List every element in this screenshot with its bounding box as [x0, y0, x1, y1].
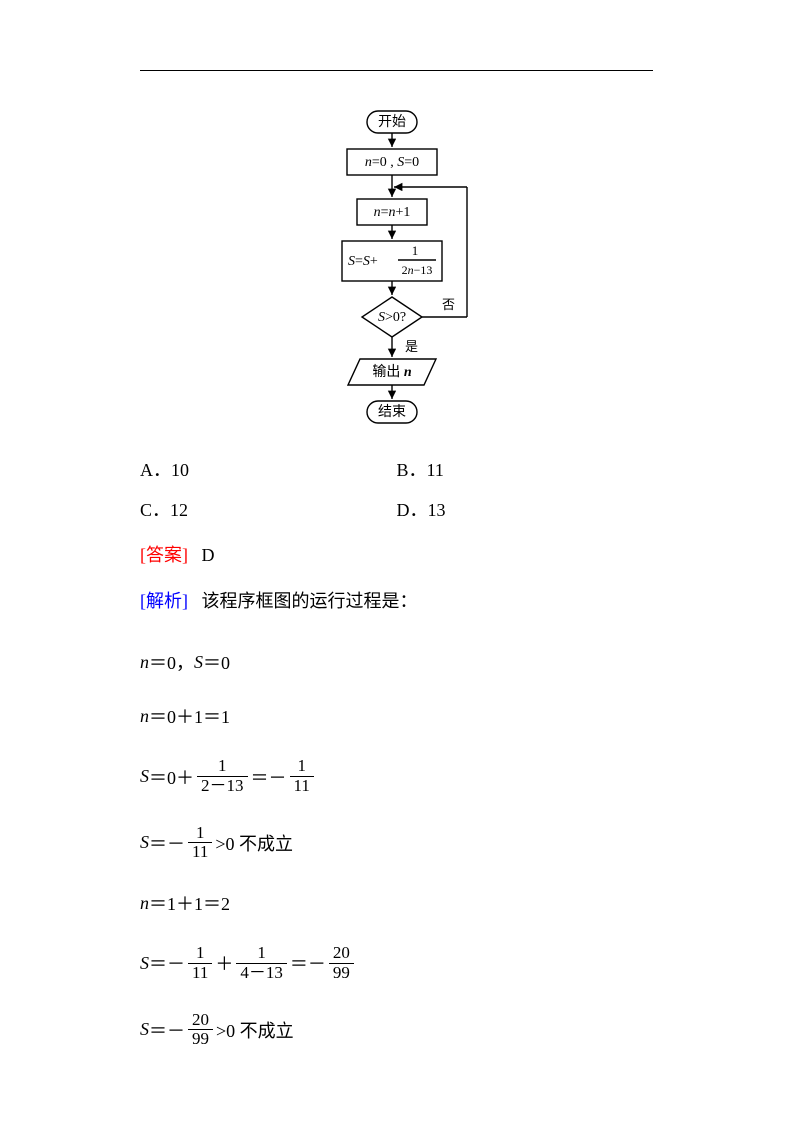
option-d: D．13	[397, 491, 654, 531]
step-5: n＝1＋1＝2	[140, 890, 653, 916]
step6-eq: ＝－	[149, 950, 185, 976]
answer-line: [答案] D	[140, 536, 653, 576]
option-c-value: 12	[170, 500, 188, 520]
step6-frac2: 1 4－13	[236, 944, 287, 982]
step6-frac1-den: 11	[188, 963, 212, 983]
step1-lhs: n	[140, 652, 149, 673]
step-2: n＝0＋1＝1	[140, 703, 653, 729]
flow-sum-label: S=S+	[348, 254, 378, 269]
option-b-prefix: B．	[397, 460, 427, 480]
analysis-label: [解析]	[140, 591, 188, 611]
option-c-prefix: C．	[140, 500, 170, 520]
step6-frac2-num: 1	[253, 944, 270, 963]
step6-frac1-num: 1	[192, 944, 209, 963]
step7-frac: 20 99	[188, 1011, 213, 1049]
step3-mid: ＝－	[251, 764, 287, 790]
step3-frac2-num: 1	[293, 757, 310, 776]
option-a-value: 10	[171, 460, 189, 480]
step4-tail: >0 不成立	[215, 830, 293, 856]
step7-tail: >0 不成立	[216, 1017, 294, 1043]
step6-frac3-den: 99	[329, 963, 354, 983]
step3-frac2: 1 11	[290, 757, 314, 795]
option-c: C．12	[140, 491, 397, 531]
flow-start-label: 开始	[378, 114, 406, 130]
flowchart-svg: 开始 n=0 , S=0 n=n+1 S=S+	[297, 101, 497, 431]
flow-cond-label: S>0?	[377, 310, 405, 325]
step4-frac: 1 11	[188, 824, 212, 862]
step-4: S＝－ 1 11 >0 不成立	[140, 824, 653, 862]
step-3: S＝0＋ 1 2－13 ＝－ 1 11	[140, 757, 653, 795]
option-b-value: 11	[427, 460, 444, 480]
step2-expr: ＝0＋1＝1	[149, 703, 230, 729]
answer-label: [答案]	[140, 545, 188, 565]
step6-frac1: 1 11	[188, 944, 212, 982]
step6-mid2: ＝－	[290, 950, 326, 976]
top-rule	[140, 70, 653, 71]
flow-output-label: 输出 n	[372, 364, 412, 380]
step-1: n＝0，S＝0	[140, 649, 653, 675]
analysis-line: [解析] 该程序框图的运行过程是：	[140, 582, 653, 622]
page-content: 开始 n=0 , S=0 n=n+1 S=S+	[0, 0, 793, 1109]
option-b: B．11	[397, 451, 654, 491]
step3-frac2-den: 11	[290, 776, 314, 796]
options-row: A．10 B．11 C．12 D．13	[140, 451, 653, 530]
analysis-text: 该程序框图的运行过程是：	[202, 591, 418, 611]
answer-value: D	[202, 545, 215, 565]
step6-frac2-den: 4－13	[236, 963, 287, 983]
flow-inc-label: n=n+1	[373, 205, 410, 220]
step3-eq: ＝0＋	[149, 764, 194, 790]
step3-frac1-den: 2－13	[197, 776, 248, 796]
flow-init-label: n=0 , S=0	[364, 155, 418, 170]
step-6: S＝－ 1 11 ＋ 1 4－13 ＝－ 20 99	[140, 944, 653, 982]
step3-frac1-num: 1	[214, 757, 231, 776]
step1-expr2: ＝0	[203, 649, 230, 675]
option-a-prefix: A．	[140, 460, 171, 480]
step4-frac-den: 11	[188, 842, 212, 862]
flowchart-container: 开始 n=0 , S=0 n=n+1 S=S+	[140, 101, 653, 431]
step7-frac-den: 99	[188, 1029, 213, 1049]
step6-frac3-num: 20	[329, 944, 354, 963]
step1-lhs2: S	[194, 652, 203, 673]
step6-lhs: S	[140, 953, 149, 974]
flow-no-label: 否	[442, 297, 455, 312]
option-d-value: 13	[428, 500, 446, 520]
step1-expr: ＝0，	[149, 649, 194, 675]
step5-expr: ＝1＋1＝2	[149, 890, 230, 916]
option-d-prefix: D．	[397, 500, 428, 520]
step6-mid: ＋	[215, 950, 233, 976]
step4-eq: ＝－	[149, 830, 185, 856]
svg-text:2n−13: 2n−13	[401, 263, 432, 277]
step3-lhs: S	[140, 766, 149, 787]
step-7: S＝－ 20 99 >0 不成立	[140, 1011, 653, 1049]
svg-text:1: 1	[411, 243, 418, 258]
step4-frac-num: 1	[192, 824, 209, 843]
flow-yes-label: 是	[405, 339, 418, 354]
step6-frac3: 20 99	[329, 944, 354, 982]
step3-frac1: 1 2－13	[197, 757, 248, 795]
step7-eq: ＝－	[149, 1017, 185, 1043]
flow-end-label: 结束	[378, 404, 406, 420]
step2-lhs: n	[140, 706, 149, 727]
option-a: A．10	[140, 451, 397, 491]
step7-lhs: S	[140, 1019, 149, 1040]
step5-lhs: n	[140, 893, 149, 914]
step7-frac-num: 20	[188, 1011, 213, 1030]
step4-lhs: S	[140, 832, 149, 853]
